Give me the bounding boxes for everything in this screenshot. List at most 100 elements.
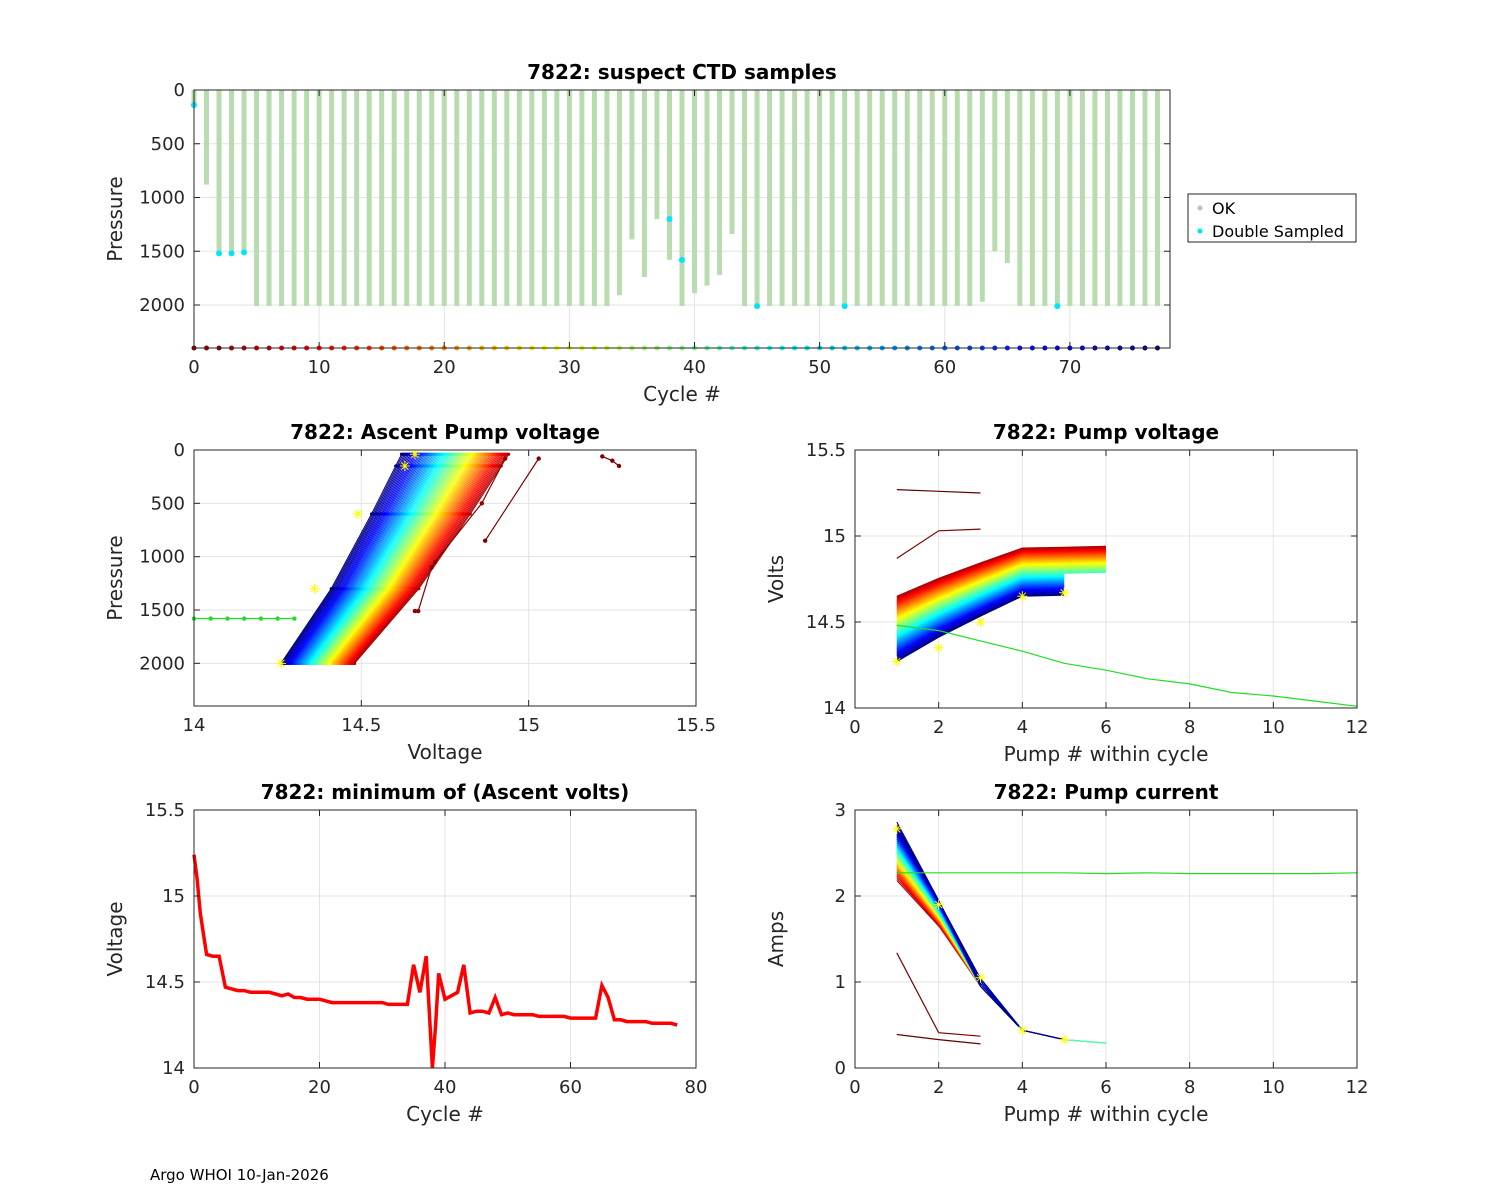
chart-title: 7822: Pump current (994, 780, 1219, 804)
ok-bar (942, 90, 948, 307)
star-marker (1017, 1025, 1028, 1036)
cycle-line (896, 570, 1107, 631)
cycle-profile-point (394, 464, 398, 468)
cycle-line (896, 571, 1107, 632)
x-tick-label: 40 (683, 357, 706, 378)
outlier-point (432, 559, 438, 565)
y-tick-label: 0 (835, 1058, 846, 1079)
ok-bar (616, 90, 622, 296)
legend-marker-double-sampled (1197, 228, 1203, 234)
y-tick-label: 3 (835, 800, 846, 821)
ok-bar (1054, 90, 1060, 307)
ok-bar (466, 90, 472, 307)
ok-bar (1017, 90, 1023, 307)
x-axis-label: Pump # within cycle (1004, 1102, 1209, 1126)
outlier-point (292, 616, 297, 621)
y-tick-label: 1000 (139, 547, 185, 568)
ok-bar (704, 90, 710, 286)
chart-pump_voltage: 0 2 4 6 8 10 12 14 14.5 15 15.5 7822: Pump voltage P… (764, 420, 1368, 766)
cycle-line (896, 560, 1107, 617)
plot-content (891, 489, 1358, 707)
ok-bar (329, 90, 335, 307)
cycle-line (896, 553, 1107, 608)
y-tick-label: 14 (162, 1058, 185, 1079)
cycle-profile-point (369, 512, 374, 516)
ok-bar (754, 90, 760, 307)
star-markers (891, 587, 1070, 667)
double-sampled-point (754, 303, 761, 310)
y-tick-label: 0 (174, 440, 185, 461)
x-tick-label: 2 (933, 717, 944, 738)
ok-bar (254, 90, 260, 307)
ok-bar (1042, 90, 1048, 307)
legend-marker-ok (1197, 205, 1203, 211)
cycle-profile-point (329, 587, 333, 591)
cycle-line (896, 585, 1065, 649)
ok-bar (591, 90, 597, 307)
ok-bar (504, 90, 510, 307)
cycle-line (896, 576, 1065, 638)
star-marker (1059, 1034, 1070, 1045)
cycle-line (896, 583, 1065, 647)
chart-ascent_pump_voltage: 14 14.5 15 15.5 0 500 1000 1500 2000 7822: Ascent… (103, 420, 716, 764)
ok-bar (579, 90, 585, 307)
cycle-line (896, 586, 1065, 651)
legend-label-double-sampled: Double Sampled (1212, 222, 1344, 241)
x-tick-label: 14 (183, 715, 206, 736)
x-tick-label: 8 (1184, 717, 1195, 738)
cycle-line (896, 579, 1065, 642)
outlier-cycle-0 (896, 1033, 981, 1045)
ok-bar (279, 90, 285, 307)
cycle-line (896, 557, 1107, 613)
double-sampled-points (191, 102, 1061, 310)
cycle-line (896, 551, 1107, 605)
cycle-line (896, 564, 1107, 623)
cycle-line (896, 594, 1065, 663)
cycle-line (896, 545, 1107, 597)
y-tick-label: 14.5 (145, 972, 185, 993)
star-marker (409, 449, 420, 460)
cycle-line (896, 556, 1107, 612)
ok-bar (992, 90, 998, 252)
x-tick-label: 15 (517, 715, 540, 736)
cycle-line (896, 561, 1107, 618)
cycle-line (896, 568, 1107, 628)
double-sampled-point (679, 256, 685, 263)
cycle-line (896, 574, 1065, 634)
outlier-point (208, 616, 213, 621)
ok-bar (554, 90, 560, 307)
cycle-lines (896, 545, 1107, 663)
y-tick-label: 1 (835, 972, 846, 993)
ok-bar (717, 90, 723, 275)
ok-bar (566, 90, 572, 307)
outlier-point (416, 608, 421, 614)
outlier-point (600, 454, 605, 459)
cycle-line (896, 587, 1065, 653)
double-sampled-point (216, 250, 223, 257)
y-tick-label: 1500 (139, 241, 185, 262)
double-sampled-point (1054, 303, 1061, 310)
x-tick-label: 10 (308, 357, 331, 378)
cycle-line (896, 575, 1065, 636)
star-markers (276, 449, 420, 669)
x-tick-label: 60 (933, 357, 956, 378)
plot-content (191, 449, 622, 669)
cycle-line (896, 547, 1107, 599)
cycle-line (896, 560, 1107, 617)
cycle-line (896, 563, 1107, 621)
cycle-line (896, 585, 1065, 650)
ok-bar (804, 90, 810, 307)
chart-title: 7822: minimum of (Ascent volts) (261, 780, 630, 804)
x-tick-label: 0 (188, 1077, 199, 1098)
y-axis-label: Pressure (103, 535, 127, 620)
star-marker (399, 461, 410, 471)
x-tick-label: 30 (558, 357, 581, 378)
outlier-point (536, 456, 541, 461)
double-sampled-point (841, 303, 848, 310)
ok-bar (729, 90, 735, 235)
x-tick-label: 4 (1017, 717, 1028, 738)
outlier-point (479, 501, 485, 506)
x-tick-label: 80 (685, 1077, 708, 1098)
y-tick-label: 0 (174, 80, 185, 101)
y-tick-label: 1000 (139, 188, 185, 209)
